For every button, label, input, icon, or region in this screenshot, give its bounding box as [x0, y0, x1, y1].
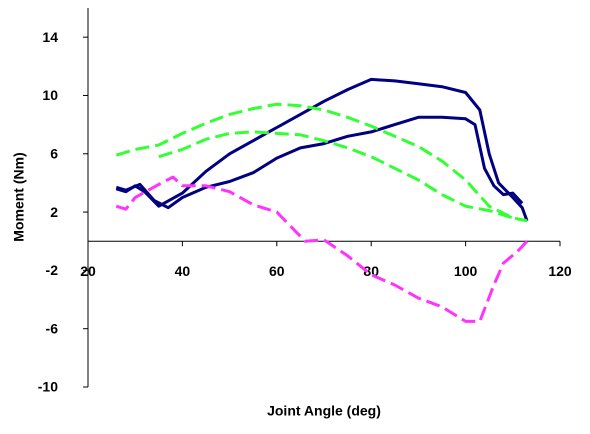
series-line: [115, 102, 528, 223]
x-axis-label: Joint Angle (deg): [267, 403, 381, 419]
series-line: [115, 175, 529, 323]
x-tick-label: 20: [80, 263, 96, 279]
y-tick-label: -10: [38, 379, 58, 395]
x-tick-label: 40: [175, 263, 191, 279]
y-tick-label: 2: [50, 204, 58, 220]
x-tick-label: 120: [548, 263, 572, 279]
y-tick-label: -6: [46, 320, 59, 336]
y-tick-label: 14: [42, 29, 58, 45]
y-tick-label: -2: [46, 262, 59, 278]
y-tick-label: 10: [42, 87, 58, 103]
series-line: [115, 77, 529, 222]
x-tick-label: 60: [269, 263, 285, 279]
series-line: [158, 130, 528, 223]
y-axis-label: Moment (Nm): [11, 152, 27, 241]
x-tick-label: 100: [454, 263, 478, 279]
y-tick-label: 6: [50, 145, 58, 161]
series-line: [115, 115, 524, 210]
